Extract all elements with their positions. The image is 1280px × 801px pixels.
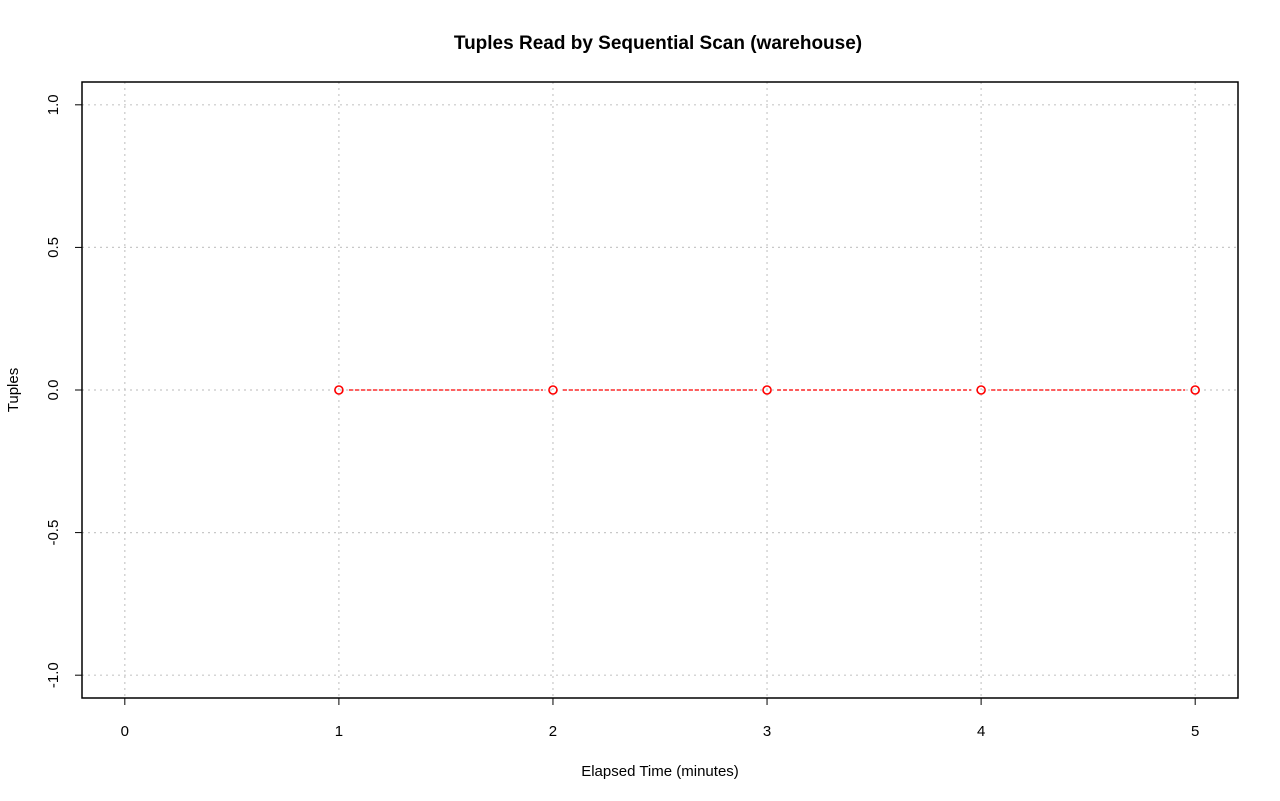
data-point-0 xyxy=(334,385,344,395)
data-point-2 xyxy=(762,385,772,395)
x-tick-label-4: 4 xyxy=(977,723,985,740)
y-tick-label-4: 1.0 xyxy=(45,94,62,115)
y-tick-label-2: 0.0 xyxy=(45,380,62,401)
x-tick-label-1: 1 xyxy=(335,723,343,740)
y-axis-label: Tuples xyxy=(5,368,22,412)
x-axis-label: Elapsed Time (minutes) xyxy=(581,763,739,780)
data-point-1 xyxy=(548,385,558,395)
x-axis: 0 1 2 3 4 5 xyxy=(121,698,1199,740)
y-tick-label-1: -0.5 xyxy=(45,520,62,546)
x-tick-label-0: 0 xyxy=(121,723,129,740)
chart-title: Tuples Read by Sequential Scan (warehous… xyxy=(454,33,862,54)
x-tick-label-5: 5 xyxy=(1191,723,1199,740)
data-point-3 xyxy=(976,385,986,395)
y-tick-label-3: 0.5 xyxy=(45,237,62,258)
x-tick-label-3: 3 xyxy=(763,723,771,740)
grid-lines xyxy=(82,82,1238,698)
y-tick-label-0: -1.0 xyxy=(45,662,62,688)
x-tick-label-2: 2 xyxy=(549,723,557,740)
series-layer xyxy=(334,385,1200,395)
y-axis: -1.0 -0.5 0.0 0.5 1.0 xyxy=(45,94,82,688)
data-point-4 xyxy=(1190,385,1200,395)
